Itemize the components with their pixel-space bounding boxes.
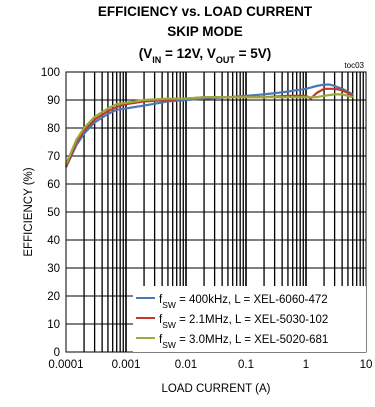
x-tick-label: 0.01 — [175, 359, 197, 371]
x-tick-label: 10 — [360, 359, 373, 371]
x-tick-label: 0.001 — [112, 359, 141, 371]
y-tick-label: 80 — [47, 123, 60, 135]
y-tick-label: 60 — [47, 179, 60, 191]
series-line-3 — [64, 93, 354, 165]
series-layer — [64, 83, 354, 168]
chart-title-line2: SKIP MODE — [167, 24, 243, 39]
legend-label-3: fSW = 3.0MHz, L = XEL-5020-681 — [159, 334, 328, 350]
legend-label-2: fSW = 2.1MHz, L = XEL-5030-102 — [159, 314, 328, 330]
y-tick-label: 70 — [47, 151, 60, 163]
y-tick-label: 30 — [47, 263, 60, 275]
x-tick-label: 1 — [303, 359, 309, 371]
x-axis-label: LOAD CURRENT (A) — [161, 383, 270, 395]
y-tick-label: 50 — [47, 207, 60, 219]
y-tick-label: 20 — [47, 291, 60, 303]
legend-label-1: fSW = 400kHz, L = XEL-6060-472 — [159, 294, 328, 310]
x-tick-label: 0.1 — [238, 359, 254, 371]
y-tick-label: 40 — [47, 235, 60, 247]
y-tick-label: 0 — [54, 347, 60, 359]
legend: fSW = 400kHz, L = XEL-6060-472 fSW = 2.1M… — [133, 286, 366, 352]
x-tick-label: 0.0001 — [48, 359, 83, 371]
y-axis-label: EFFICIENCY (%) — [23, 167, 35, 256]
y-tick-label: 10 — [47, 319, 60, 331]
chart-tag: toc03 — [344, 61, 364, 70]
tick-layer: 0 10 20 30 40 50 60 70 80 90 100 0.0001 0.001 0.01 0.1… — [41, 67, 373, 371]
y-tick-label: 100 — [41, 67, 60, 79]
legend-box — [133, 286, 366, 352]
chart-title-line1: EFFICIENCY vs. LOAD CURRENT — [98, 4, 313, 19]
y-tick-label: 90 — [47, 95, 60, 107]
chart-title-line3: (VIN = 12V, VOUT = 5V) — [139, 46, 272, 65]
